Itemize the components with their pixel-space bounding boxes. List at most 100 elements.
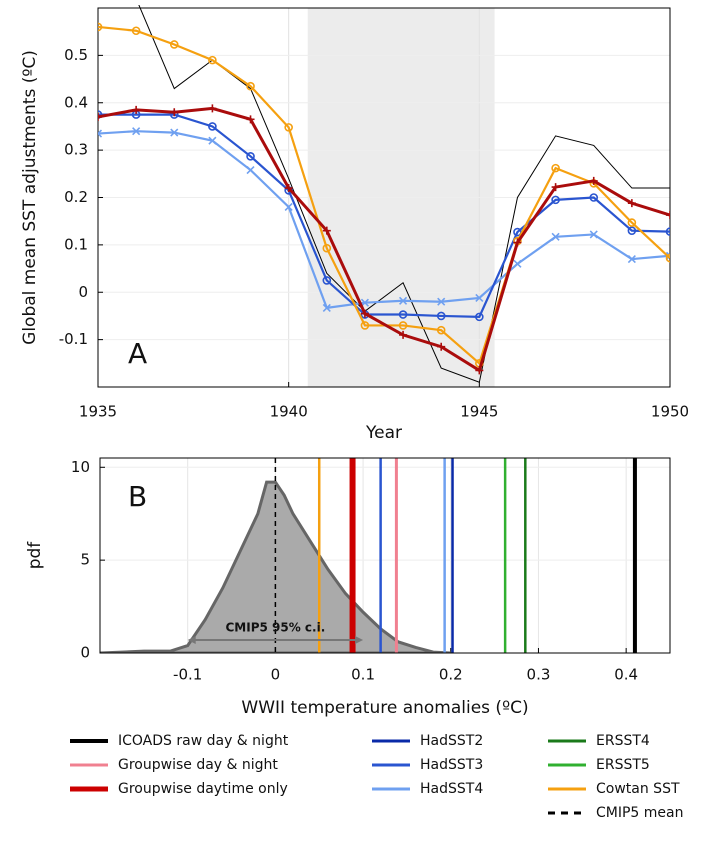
legend-label: HadSST4	[420, 781, 483, 797]
plot-area	[98, 5, 670, 383]
marker	[665, 251, 670, 260]
legend-label: HadSST2	[420, 733, 483, 749]
y-tick-label: 0.3	[64, 141, 88, 159]
x-tick-label: 1945	[460, 403, 498, 421]
marker	[132, 105, 141, 114]
x-axis-label: WWII temperature anomalies (ºC)	[241, 698, 528, 718]
marker	[399, 330, 408, 339]
legend-label: ERSST5	[596, 757, 650, 773]
marker	[131, 26, 141, 36]
marker	[170, 128, 179, 137]
marker	[98, 22, 103, 32]
y-tick-label: 5	[80, 551, 90, 569]
marker	[208, 136, 217, 145]
marker	[627, 199, 636, 208]
legend-label: Cowtan SST	[596, 781, 680, 797]
x-tick-label: 0	[271, 666, 281, 684]
plot-frame	[99, 457, 671, 654]
legend-label: ERSST4	[596, 733, 650, 749]
marker	[322, 226, 331, 235]
marker	[284, 184, 293, 193]
series-line	[98, 113, 670, 319]
y-axis-label: pdf	[25, 541, 45, 570]
marker	[170, 108, 179, 117]
legend-label: ICOADS raw day & night	[118, 733, 289, 749]
y-tick-label: 0.2	[64, 188, 88, 206]
marker	[627, 255, 636, 264]
legend-label: CMIP5 mean	[596, 805, 684, 821]
marker	[551, 195, 560, 205]
marker	[169, 40, 179, 49]
marker	[284, 123, 293, 132]
x-tick-label: -0.1	[173, 666, 202, 684]
marker	[589, 230, 598, 239]
y-tick-label: -0.1	[59, 330, 88, 348]
marker	[551, 232, 560, 241]
marker	[132, 127, 141, 136]
marker	[627, 226, 637, 235]
plot-area	[100, 458, 637, 653]
x-tick-label: 1950	[651, 403, 689, 421]
marker	[399, 296, 408, 305]
marker	[627, 218, 637, 227]
marker	[360, 321, 370, 330]
x-tick-label: 0.4	[614, 666, 638, 684]
marker	[284, 202, 293, 212]
marker	[98, 112, 102, 121]
marker	[437, 297, 446, 306]
marker	[398, 321, 408, 330]
marker	[98, 110, 103, 119]
marker	[513, 259, 522, 268]
marker	[513, 238, 522, 247]
series-line	[138, 5, 670, 383]
marker	[589, 176, 598, 185]
x-tick-label: 1940	[270, 403, 308, 421]
legend-label: HadSST3	[420, 757, 483, 773]
series-line	[98, 106, 670, 373]
y-tick-label: 0	[78, 283, 88, 301]
marker	[360, 309, 369, 318]
marker	[246, 165, 255, 175]
x-axis-label: Year	[365, 423, 402, 443]
panel-label: A	[128, 337, 147, 370]
plot-frame	[97, 7, 671, 388]
marker	[322, 303, 331, 312]
y-tick-label: 0.1	[64, 235, 88, 253]
marker	[98, 129, 103, 138]
series-line	[98, 130, 670, 310]
legend-label: Groupwise daytime only	[118, 781, 288, 797]
marker	[437, 342, 446, 351]
x-tick-label: 0.3	[527, 666, 551, 684]
marker	[665, 253, 670, 263]
marker	[665, 227, 670, 236]
marker	[551, 163, 560, 173]
y-tick-label: 0.5	[64, 46, 88, 64]
x-tick-label: 0.2	[439, 666, 463, 684]
marker	[246, 81, 255, 91]
marker	[551, 183, 560, 192]
marker	[322, 276, 332, 285]
marker	[436, 325, 446, 335]
marker	[589, 193, 599, 202]
x-tick-label: 0.1	[351, 666, 375, 684]
panel-label: B	[128, 480, 147, 513]
y-tick-label: 0.4	[64, 93, 88, 111]
marker	[475, 366, 484, 375]
y-tick-label: 0	[80, 644, 90, 662]
marker	[322, 243, 332, 253]
marker	[208, 55, 217, 65]
y-tick-label: 10	[71, 458, 90, 476]
ci-label: CMIP5 95% c.i.	[225, 621, 325, 635]
marker	[398, 310, 408, 319]
marker	[246, 115, 255, 124]
marker	[208, 122, 217, 131]
marker	[246, 151, 255, 161]
marker	[436, 311, 446, 321]
y-axis-label: Global mean SST adjustments (ºC)	[20, 50, 40, 345]
marker	[666, 211, 670, 220]
marker	[475, 293, 484, 303]
legend-label: Groupwise day & night	[118, 757, 278, 773]
marker	[475, 312, 484, 322]
